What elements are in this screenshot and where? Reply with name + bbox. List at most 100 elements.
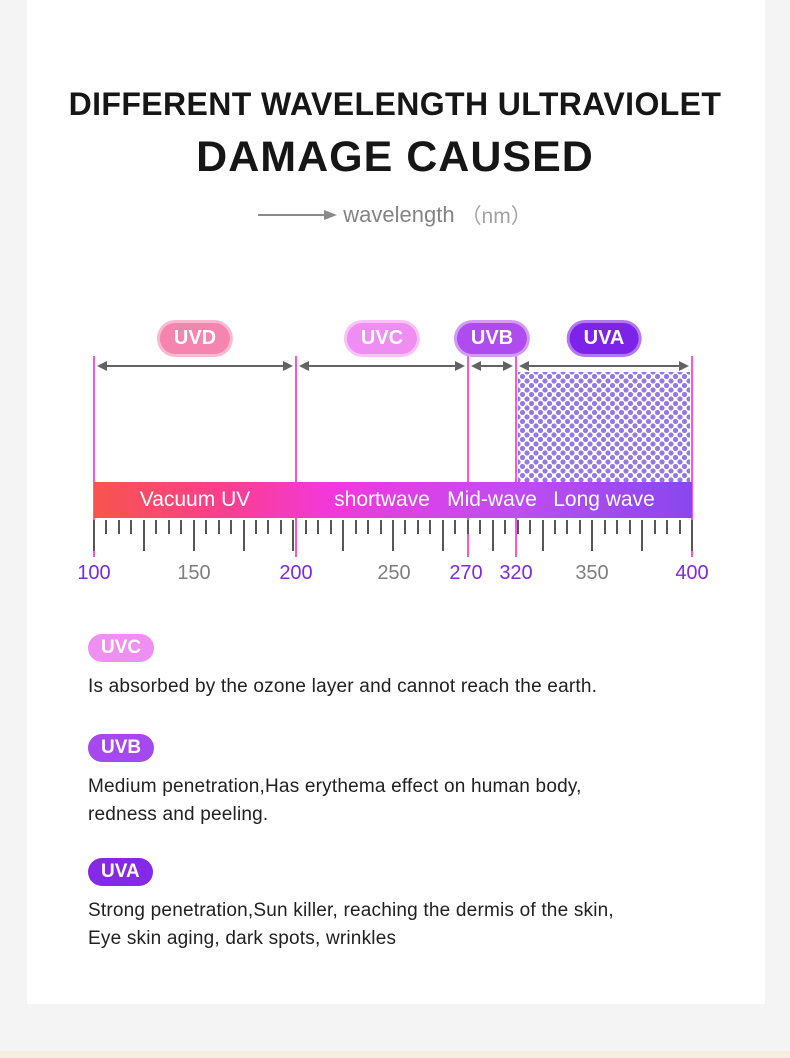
ruler-tick: [392, 520, 394, 551]
arrow-line: [258, 214, 325, 216]
ruler-tick: [230, 520, 233, 534]
right-arrowhead-icon: [503, 361, 513, 371]
left-arrowhead-icon: [471, 361, 481, 371]
band-badge-uvd: UVD: [159, 323, 231, 354]
ruler-tick: [379, 520, 382, 534]
ruler-tick: [429, 520, 432, 534]
wavelength-axis-caption: wavelength （nm）: [0, 200, 790, 230]
ruler-tick: [205, 520, 208, 534]
tick-label-250: 250: [377, 562, 411, 584]
legend-text-line: Eye skin aging, dark spots, wrinkles: [88, 928, 397, 949]
boundary-line: [295, 356, 297, 557]
ruler-tick: [591, 520, 594, 551]
ruler-tick: [217, 520, 220, 534]
tick-label-320: 320: [499, 562, 533, 584]
arrow-line: [481, 365, 503, 367]
tick-label-270: 270: [449, 562, 483, 584]
right-arrowhead-icon: [283, 361, 293, 371]
legend-text-line: Medium penetration,Has erythema effect o…: [88, 776, 582, 797]
ruler-tick: [504, 520, 507, 534]
legend-section-uva: UVA Strong penetration,Sun killer, reachi…: [88, 858, 718, 953]
ruler-tick: [578, 520, 581, 534]
left-arrowhead-icon: [519, 361, 529, 371]
legend-text: Strong penetration,Sun killer, reaching …: [88, 897, 718, 953]
boundary-line: [93, 356, 95, 557]
ruler-tick: [342, 520, 345, 551]
tick-label-350: 350: [575, 562, 609, 584]
tick-label-200: 200: [279, 562, 313, 584]
arrow-line: [107, 365, 283, 367]
ruler-tick: [566, 520, 569, 534]
ruler-tick: [404, 520, 407, 534]
ruler-tick: [329, 520, 332, 534]
axis-label: wavelength: [343, 202, 455, 227]
ruler-tick: [292, 520, 295, 551]
spectrum-bar: Vacuum UV shortwave Mid-wave Long wave: [94, 482, 692, 518]
ruler-tick: [529, 520, 532, 534]
legend-badge-uvc: UVC: [88, 634, 155, 662]
legend-text-line: redness and peeling.: [88, 804, 269, 825]
legend-badge-uvb: UVB: [88, 734, 155, 762]
ruler-tick: [678, 520, 681, 534]
boundary-line: [691, 356, 693, 557]
ruler-tick: [616, 520, 619, 534]
legend-text-line: Is absorbed by the ozone layer and canno…: [88, 676, 598, 697]
ruler-tick: [192, 520, 195, 551]
legend-text: Medium penetration,Has erythema effect o…: [88, 773, 718, 829]
range-arrow: [97, 360, 293, 372]
segment-label-uva: Long wave: [553, 488, 655, 511]
ruler-tick: [105, 520, 108, 534]
uva-dotted-region: [518, 372, 690, 482]
legend-section-uvb: UVB Medium penetration,Has erythema effec…: [88, 734, 718, 829]
range-arrow: [471, 360, 513, 372]
ruler-tick: [666, 520, 669, 534]
ruler-tick: [466, 520, 469, 534]
boundary-line: [515, 356, 517, 557]
ruler-tick: [155, 520, 158, 534]
axis-unit: （nm）: [460, 205, 532, 228]
segment-label-uvc: shortwave: [334, 488, 430, 511]
footer-strip: [0, 1051, 790, 1058]
page-title-line1: DIFFERENT WAVELENGTH ULTRAVIOLET: [68, 86, 722, 122]
ruler-tick: [167, 520, 170, 534]
ruler-tick: [479, 520, 482, 534]
ruler-tick: [641, 520, 644, 551]
range-arrow: [299, 360, 465, 372]
legend-text: Is absorbed by the ozone layer and canno…: [88, 673, 718, 701]
ruler-tick: [628, 520, 631, 534]
arrow-line: [529, 365, 679, 367]
ruler-tick: [130, 520, 133, 534]
boundary-line: [467, 356, 469, 557]
ruler-tick: [142, 520, 145, 551]
left-arrowhead-icon: [299, 361, 309, 371]
ruler-tick: [553, 520, 556, 534]
ruler-tick: [491, 520, 494, 551]
ruler-tick: [117, 520, 120, 534]
ruler-tick: [691, 520, 693, 551]
legend-section-uvc: UVC Is absorbed by the ozone layer and ca…: [88, 634, 718, 701]
uv-spectrum-chart: UVD UVC UVB UVA Vacuum UV shortwave Mid-wave Lo…: [77, 323, 709, 584]
ruler-tick: [317, 520, 320, 534]
ruler-tick: [304, 520, 307, 534]
left-arrowhead-icon: [97, 361, 107, 371]
ruler-tick: [541, 520, 544, 551]
right-arrow-icon: [324, 210, 338, 220]
range-arrow: [519, 360, 689, 372]
ruler-tick: [254, 520, 257, 534]
legend-text-line: Strong penetration,Sun killer, reaching …: [88, 900, 614, 921]
legend-badge-uva: UVA: [88, 858, 153, 886]
ruler-tick: [441, 520, 444, 551]
arrow-line: [309, 365, 455, 367]
ruler-tick: [180, 520, 183, 534]
band-badge-uvb: UVB: [456, 323, 528, 354]
ruler-tick: [242, 520, 245, 551]
segment-label-uvd: Vacuum UV: [139, 488, 251, 511]
ruler-tick: [516, 520, 519, 534]
right-arrowhead-icon: [455, 361, 465, 371]
ruler-tick: [279, 520, 282, 534]
right-arrowhead-icon: [679, 361, 689, 371]
ruler-tick: [267, 520, 270, 534]
band-badge-uvc: UVC: [346, 323, 418, 354]
ruler-tick: [367, 520, 370, 534]
